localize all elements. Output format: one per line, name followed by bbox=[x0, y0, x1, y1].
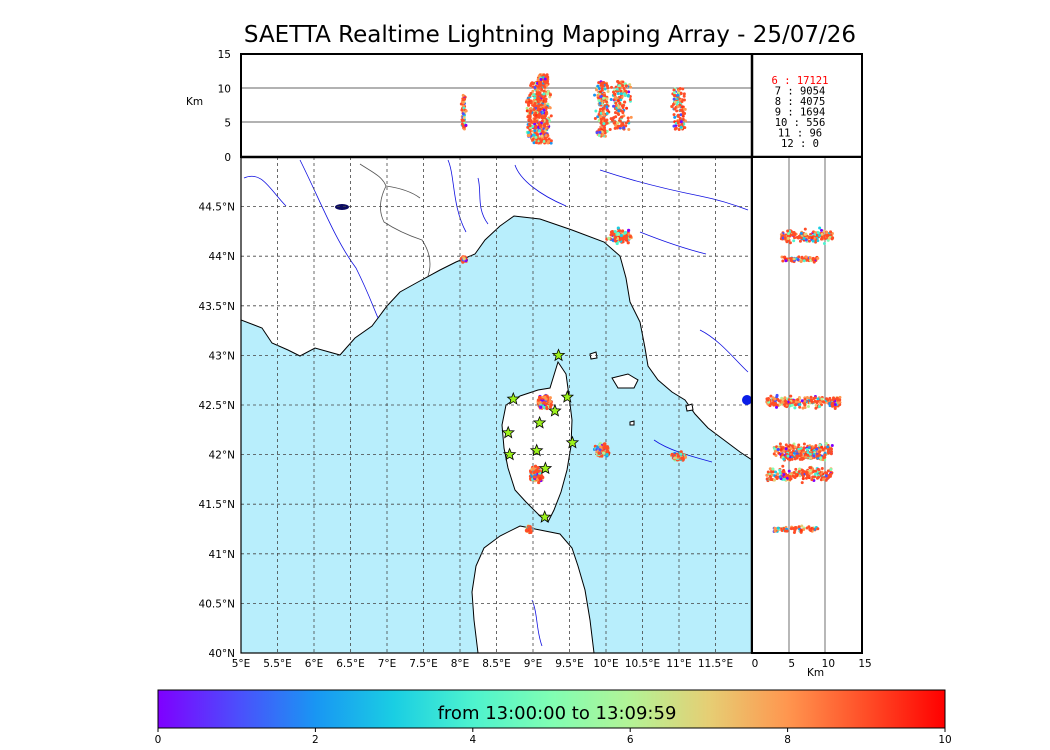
colorbar-label: from 13:00:00 to 13:09:59 bbox=[438, 703, 677, 724]
station-star-icon bbox=[529, 443, 544, 457]
lon-tick-label: 7°E bbox=[378, 658, 397, 670]
colorbar-tick-label: 6 bbox=[627, 734, 634, 746]
legend-row: 8 : 4075 bbox=[775, 96, 826, 108]
borders bbox=[359, 163, 431, 277]
lat-tick-label: 42.5°N bbox=[199, 400, 235, 412]
colorbar-tick-label: 10 bbox=[938, 734, 951, 746]
legend-row: 7 : 9054 bbox=[775, 86, 826, 98]
altitude-tick-label: 15 bbox=[218, 49, 231, 61]
altitude-tick-label: 5 bbox=[788, 658, 795, 670]
legend-row: 12 : 0 bbox=[781, 138, 819, 150]
lon-tick-label: 9°E bbox=[524, 658, 543, 670]
top-y-ticks: 15 10 5 0 bbox=[218, 49, 231, 164]
altitude-tick-label: 0 bbox=[224, 152, 231, 164]
lat-tick-label: 41.5°N bbox=[199, 499, 235, 511]
lat-tick-label: 44°N bbox=[209, 251, 235, 263]
figure-title: SAETTA Realtime Lightning Mapping Array … bbox=[243, 22, 857, 48]
altitude-tick-label: 5 bbox=[224, 118, 231, 130]
legend-row: 6 : 17121 bbox=[772, 75, 829, 87]
marker-dot bbox=[742, 395, 752, 405]
lon-tick-label: 7.5°E bbox=[409, 658, 438, 670]
elba-island bbox=[611, 373, 639, 389]
right-frame bbox=[751, 156, 863, 654]
colorbar-tick-label: 2 bbox=[312, 734, 319, 746]
altitude-tick-label: 10 bbox=[822, 658, 835, 670]
legend-row: 11 : 96 bbox=[778, 128, 822, 140]
lon-tick-label: 6.5°E bbox=[336, 658, 365, 670]
station-star-icon bbox=[560, 389, 575, 403]
lon-tick-label: 10.5°E bbox=[625, 658, 660, 670]
lon-tick-label: 11°E bbox=[666, 658, 691, 670]
lat-tick-label: 44.5°N bbox=[199, 202, 235, 214]
colorbar-tick-label: 8 bbox=[784, 734, 791, 746]
altitude-tick-label: 15 bbox=[858, 658, 871, 670]
map-panel bbox=[241, 157, 752, 653]
latitude-ticks: 44.5°N 44°N 43.5°N 43°N 42.5°N 42°N 41.5°N 41°N… bbox=[199, 202, 235, 660]
lon-tick-label: 5°E bbox=[232, 658, 251, 670]
longitude-ticks: 5°E 5.5°E 6°E 6.5°E 7°E 7.5°E 8°E 8.5°E 9°E 9.5°E… bbox=[232, 658, 733, 670]
station-star-icon bbox=[538, 461, 553, 475]
altitude-tick-label: 10 bbox=[218, 83, 231, 95]
station-star-icon bbox=[501, 425, 515, 439]
lightning-sources-map bbox=[459, 226, 688, 535]
legend-row: 9 : 1694 bbox=[775, 107, 826, 119]
colorbar-tick-label: 4 bbox=[469, 734, 476, 746]
altitude-tick-label: 0 bbox=[752, 658, 759, 670]
lat-tick-label: 41°N bbox=[209, 549, 235, 561]
lon-tick-label: 10°E bbox=[593, 658, 618, 670]
top-ylabel: Km bbox=[186, 96, 203, 108]
station-star-icon bbox=[537, 509, 552, 523]
station-star-icon bbox=[551, 348, 566, 362]
station-star-icon bbox=[565, 435, 580, 449]
map-gridlines bbox=[241, 157, 752, 653]
time-colorbar bbox=[157, 689, 946, 729]
lat-tick-label: 43°N bbox=[209, 350, 235, 362]
lightning-sources-lon-alt bbox=[459, 73, 687, 145]
lat-tick-label: 42°N bbox=[209, 450, 235, 462]
lon-tick-label: 8°E bbox=[451, 658, 470, 670]
lon-tick-label: 9.5°E bbox=[555, 658, 584, 670]
colorbar-tick-label: 0 bbox=[155, 734, 162, 746]
lightning-sources-alt-lat bbox=[765, 226, 842, 535]
lon-tick-label: 11.5°E bbox=[698, 658, 733, 670]
right-x-ticks: 0 5 10 15 bbox=[752, 658, 872, 670]
station-star-icon bbox=[532, 415, 547, 429]
legend-row: 10 : 556 bbox=[775, 117, 826, 129]
right-xlabel: Km bbox=[807, 667, 824, 679]
lat-tick-label: 40.5°N bbox=[199, 598, 235, 610]
lon-tick-label: 6°E bbox=[305, 658, 324, 670]
station-star-icon bbox=[506, 391, 521, 405]
lon-tick-label: 5.5°E bbox=[263, 658, 292, 670]
station-star-icon bbox=[548, 403, 562, 417]
station-star-icon bbox=[502, 447, 517, 461]
colorbar-ticks: 0 2 4 6 8 10 bbox=[155, 728, 952, 746]
lat-tick-label: 40°N bbox=[209, 648, 235, 660]
lon-altitude-panel bbox=[241, 54, 752, 157]
lma-stations bbox=[501, 348, 580, 523]
lake bbox=[335, 204, 349, 210]
lon-tick-label: 8.5°E bbox=[482, 658, 511, 670]
altitude-lat-panel bbox=[752, 157, 862, 653]
lat-tick-label: 43.5°N bbox=[199, 301, 235, 313]
